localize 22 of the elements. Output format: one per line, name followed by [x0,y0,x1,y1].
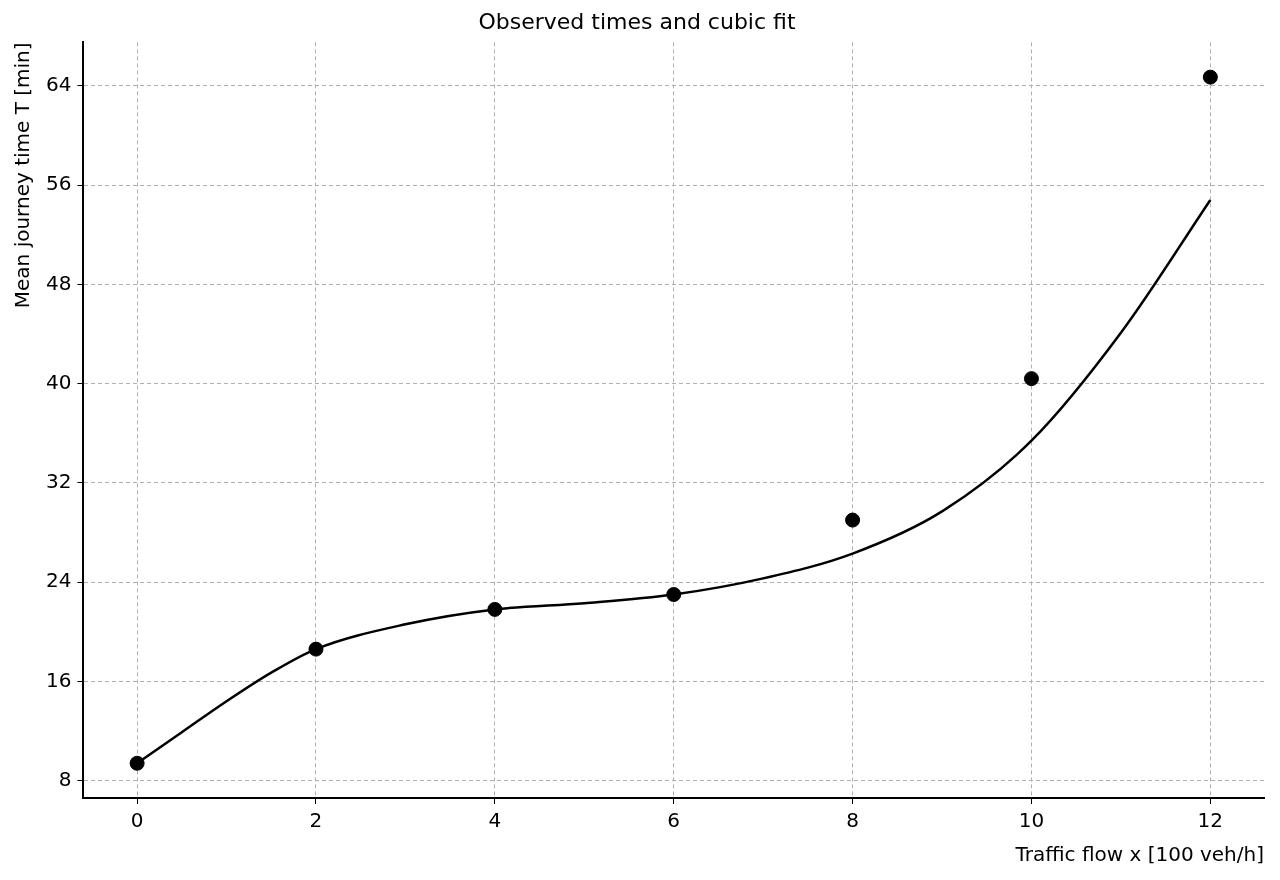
x-tick-label: 12 [1197,808,1224,833]
point [845,512,861,528]
x-tick-label: 8 [846,808,859,833]
point [129,755,145,771]
x-tick-label: 6 [667,808,681,833]
y-tick-label: 40 [46,369,72,394]
y-tick-label: 32 [46,469,72,494]
y-tick-label: 48 [46,270,72,295]
x-axis-title: Traffic flow x [100 veh/h] [1014,842,1264,867]
y-tick-label: 24 [46,568,72,593]
y-tick-label: 64 [46,72,72,97]
x-tick-label: 2 [309,808,323,833]
point [1202,69,1218,85]
y-tick-label: 16 [46,667,72,692]
x-tick-label: 4 [488,808,502,833]
y-tick-label: 56 [46,171,72,196]
point [1023,371,1039,387]
x-tick-label: 0 [130,808,144,833]
y-axis-title: Mean journey time T [min] [10,42,35,309]
chart-title: Observed times and cubic fit [478,8,796,34]
y-tick-label: 8 [58,766,72,791]
x-tick-label: 10 [1018,808,1045,833]
